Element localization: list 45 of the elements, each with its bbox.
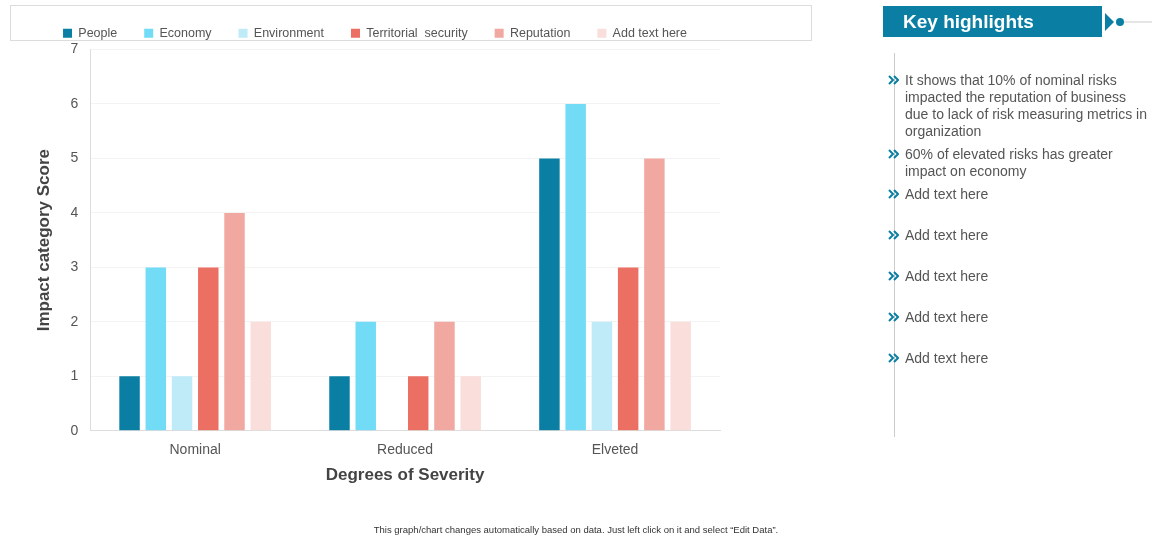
bar	[565, 103, 586, 431]
y-tick-label: 2	[70, 312, 79, 329]
y-tick-label: 6	[70, 94, 79, 111]
bar	[329, 376, 350, 431]
text: It shows that 10% of nominal risks impacted the reputation of business due to lack of risk measuring metrics in organization	[905, 72, 1148, 140]
bar	[198, 267, 219, 431]
bar	[119, 376, 140, 431]
y-tick-label: 4	[70, 203, 79, 220]
text: 60% of elevated risks has greater impact on economy	[905, 146, 1114, 180]
text: Add text here	[905, 227, 989, 245]
x-axis-title: Degrees of Severity	[325, 465, 486, 485]
bar	[539, 158, 560, 431]
bar	[434, 321, 455, 431]
bar	[145, 267, 167, 431]
bar	[224, 212, 245, 431]
bar	[670, 321, 691, 431]
bar	[250, 321, 271, 431]
text: Key highlights	[883, 6, 1102, 37]
text: This graph/chart changes automatically based on data. Just left click on it and select “Edit Data”.	[372, 524, 780, 535]
bar	[644, 158, 665, 431]
legend-label: Environment	[253, 25, 325, 40]
x-tick-label: Reduced	[377, 441, 434, 458]
y-tick-label: 5	[70, 149, 79, 166]
y-tick-label: 3	[70, 258, 79, 275]
legend-label: Add text here	[612, 25, 688, 40]
bar	[171, 376, 193, 431]
legend-label: Territorial security	[366, 25, 469, 40]
legend-label: Economy	[159, 25, 213, 40]
x-tick-label: Elveted	[591, 441, 639, 458]
y-tick-label: 1	[70, 367, 79, 384]
bar	[407, 376, 429, 431]
bar	[591, 321, 613, 431]
y-tick-label: 0	[70, 421, 79, 438]
text: Add text here	[905, 186, 989, 204]
x-tick-label: Nominal	[169, 441, 221, 458]
bar	[617, 267, 639, 431]
bar	[355, 321, 376, 431]
y-axis-title: Impact category Score	[33, 148, 53, 332]
legend-label: Reputation	[509, 25, 571, 40]
y-tick-label: 7	[70, 40, 79, 57]
bar	[460, 376, 481, 431]
text: Add text here	[905, 350, 989, 368]
text: Add text here	[905, 309, 989, 327]
text: Add text here	[905, 268, 989, 286]
legend-label: People	[78, 25, 118, 40]
